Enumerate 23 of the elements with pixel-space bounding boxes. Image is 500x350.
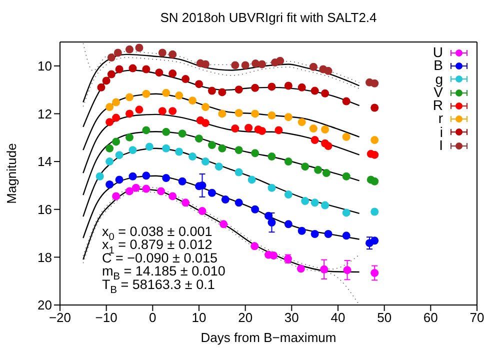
- x-tick-label: 50: [377, 310, 392, 326]
- x-tick-label: 0: [149, 310, 156, 326]
- x-tick-label: 30: [284, 310, 299, 326]
- y-tick-label: 12: [38, 106, 52, 122]
- y-tick-label: 14: [38, 154, 52, 170]
- legend-label: U: [432, 44, 443, 60]
- y-tick-label: 20: [38, 298, 52, 313]
- x-tick-label: 40: [330, 310, 346, 326]
- x-tick-label: 70: [470, 310, 484, 326]
- x-tick-label: −10: [95, 310, 118, 326]
- y-axis-title: Magnitude: [4, 143, 19, 204]
- x-tick-label: 20: [238, 310, 253, 326]
- y-tick-label: 18: [38, 250, 52, 265]
- x-tick-label: −20: [48, 310, 72, 326]
- x-tick-label: 60: [423, 310, 438, 326]
- x-tick-label: 10: [192, 310, 206, 326]
- chart-title: SN 2018oh UBVRIgri fit with SALT2.4: [160, 10, 377, 25]
- legend-label: I: [439, 137, 443, 154]
- legend-label: B: [434, 57, 443, 74]
- x-axis-title: Days from B−maximum: [200, 330, 336, 345]
- y-tick-label: 16: [38, 202, 52, 217]
- y-tick-label: 10: [38, 58, 52, 74]
- legend-label: i: [440, 124, 443, 140]
